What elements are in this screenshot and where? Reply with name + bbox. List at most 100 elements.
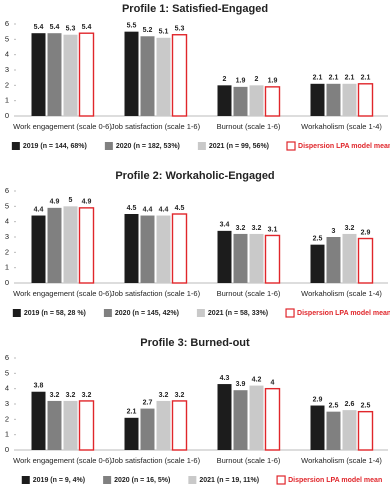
bar <box>357 410 374 451</box>
value-label: 2 <box>255 76 259 83</box>
bar <box>249 233 264 283</box>
bar <box>310 83 325 116</box>
value-label: 3.2 <box>159 392 169 399</box>
bar <box>342 410 357 450</box>
x-tick-label: Workaholism (scale 1-4) <box>301 122 382 131</box>
value-label: 3.2 <box>236 225 246 232</box>
legend-swatch <box>21 476 30 484</box>
x-tick-label: Burnout (scale 1-6) <box>217 456 281 465</box>
bar <box>78 32 95 117</box>
bar <box>140 408 155 450</box>
value-label: 2.5 <box>313 236 323 243</box>
value-label: 4.4 <box>159 206 169 213</box>
bar <box>31 391 46 450</box>
bar <box>357 237 374 284</box>
legend-swatch <box>276 475 286 485</box>
value-label: 4.9 <box>50 199 60 206</box>
legend: 2019 (n = 144, 68%) 2020 (n = 182, 53%) 20… <box>11 141 390 151</box>
bar <box>31 215 46 283</box>
value-label: 3.1 <box>268 226 278 233</box>
bar <box>217 85 232 116</box>
x-tick-label: Burnout (scale 1-6) <box>217 289 281 298</box>
bar <box>47 400 62 450</box>
legend: 2019 (n = 58, 28 %) 2020 (n = 145, 42%) 20… <box>12 308 390 318</box>
bar <box>78 207 95 284</box>
value-label: 5 <box>69 197 73 204</box>
chart-title: Profile 2: Workaholic-Engaged <box>115 170 274 182</box>
bar <box>171 213 188 284</box>
value-label: 2.9 <box>313 396 323 403</box>
y-tick-label: 1 <box>5 96 9 105</box>
value-label: 2.5 <box>329 403 339 410</box>
y-tick-label: 6 <box>5 19 9 28</box>
legend-swatch <box>285 308 295 318</box>
value-label: 2 <box>223 76 227 83</box>
value-label: 2.6 <box>345 401 355 408</box>
bar <box>264 387 281 451</box>
value-label: 5.4 <box>50 24 60 31</box>
value-label: 1.9 <box>268 78 278 85</box>
legend-label: Dispersion LPA model mean <box>298 143 390 150</box>
x-tick-label: Job satisfaction (scale 1-6) <box>111 456 201 465</box>
value-label: 4.9 <box>82 199 92 206</box>
bar <box>264 86 281 117</box>
legend-label: Dispersion LPA model mean <box>297 310 390 317</box>
legend-label: 2020 (n = 16, 5%) <box>114 477 170 484</box>
value-label: 3.2 <box>50 392 60 399</box>
y-tick-label: 0 <box>5 278 9 287</box>
value-label: 3.9 <box>236 381 246 388</box>
legend-label: 2021 (n = 58, 33%) <box>208 310 268 317</box>
legend-label: 2021 (n = 19, 11%) <box>199 477 259 484</box>
y-tick-label: 5 <box>5 34 9 43</box>
value-label: 2.1 <box>329 75 339 82</box>
legend: 2019 (n = 9, 4%) 2020 (n = 16, 5%) 2021 (n… <box>21 475 382 485</box>
y-tick-label: 3 <box>5 65 9 74</box>
y-tick-label: 5 <box>5 368 9 377</box>
bar <box>47 33 62 117</box>
legend-label: 2019 (n = 144, 68%) <box>23 143 87 150</box>
bar <box>357 83 374 117</box>
y-tick-label: 6 <box>5 353 9 362</box>
y-tick-label: 5 <box>5 201 9 210</box>
value-label: 5.2 <box>143 27 153 34</box>
legend-swatch <box>197 142 206 150</box>
legend-swatch <box>286 141 296 151</box>
bar <box>326 237 341 283</box>
bar <box>171 400 188 451</box>
y-tick-label: 2 <box>5 414 9 423</box>
value-label: 5.4 <box>34 24 44 31</box>
x-tick-label: Workaholism (scale 1-4) <box>301 289 382 298</box>
value-label: 4 <box>271 380 275 387</box>
value-label: 2.7 <box>143 399 153 406</box>
bar <box>124 214 139 283</box>
value-label: 2.1 <box>361 75 371 82</box>
bar <box>78 400 95 451</box>
x-tick-label: Workaholism (scale 1-4) <box>301 456 382 465</box>
value-label: 3.4 <box>220 222 230 229</box>
y-tick-label: 3 <box>5 399 9 408</box>
bar <box>249 85 264 116</box>
bar <box>47 207 62 283</box>
chart-title: Profile 1: Satisfied-Engaged <box>122 3 268 15</box>
bar <box>310 405 325 450</box>
bar <box>233 233 248 283</box>
legend-label: Dispersion LPA model mean <box>288 477 382 484</box>
y-tick-label: 2 <box>5 247 9 256</box>
bar <box>63 206 78 283</box>
value-label: 3.8 <box>34 383 44 390</box>
legend-swatch <box>103 309 112 317</box>
value-label: 3.2 <box>175 392 185 399</box>
y-tick-label: 3 <box>5 232 9 241</box>
legend-swatch <box>103 476 112 484</box>
legend-label: 2019 (n = 9, 4%) <box>33 477 85 484</box>
legend-swatch <box>12 309 21 317</box>
value-label: 2.9 <box>361 229 371 236</box>
y-tick-label: 1 <box>5 430 9 439</box>
legend-swatch <box>188 476 197 484</box>
bar <box>326 83 341 116</box>
y-tick-label: 2 <box>5 80 9 89</box>
value-label: 3 <box>332 228 336 235</box>
legend-swatch <box>11 142 20 150</box>
